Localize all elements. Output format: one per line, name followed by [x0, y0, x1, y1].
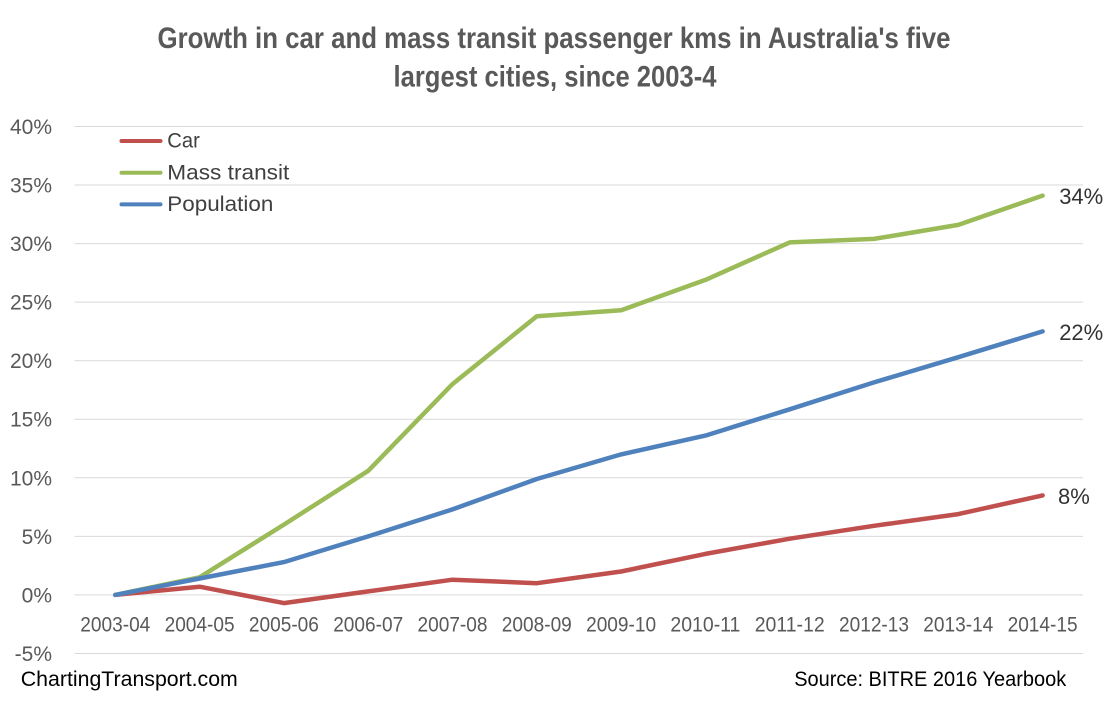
- svg-text:2007-08: 2007-08: [418, 614, 488, 637]
- svg-text:2014-15: 2014-15: [1008, 614, 1078, 637]
- svg-text:20%: 20%: [10, 350, 52, 373]
- svg-text:2003-04: 2003-04: [80, 614, 150, 637]
- svg-text:2006-07: 2006-07: [333, 614, 403, 637]
- svg-text:8%: 8%: [1058, 484, 1090, 509]
- svg-text:22%: 22%: [1059, 320, 1103, 345]
- svg-text:0%: 0%: [22, 584, 52, 607]
- svg-text:Growth in car and mass transit: Growth in car and mass transit passenger…: [158, 22, 951, 55]
- svg-text:10%: 10%: [10, 467, 52, 490]
- svg-text:2010-11: 2010-11: [670, 614, 740, 637]
- svg-text:2011-12: 2011-12: [755, 614, 825, 637]
- svg-text:2009-10: 2009-10: [586, 614, 656, 637]
- svg-text:40%: 40%: [10, 116, 52, 139]
- svg-text:2012-13: 2012-13: [839, 614, 909, 637]
- svg-text:5%: 5%: [22, 526, 52, 549]
- svg-text:ChartingTransport.com: ChartingTransport.com: [21, 668, 238, 691]
- svg-text:-5%: -5%: [15, 643, 52, 666]
- svg-text:25%: 25%: [10, 292, 52, 315]
- svg-text:Source: BITRE 2016 Yearbook: Source: BITRE 2016 Yearbook: [794, 668, 1066, 691]
- svg-text:15%: 15%: [10, 409, 52, 432]
- svg-text:Mass transit: Mass transit: [167, 161, 289, 184]
- svg-text:2013-14: 2013-14: [923, 614, 993, 637]
- svg-text:2005-06: 2005-06: [249, 614, 319, 637]
- svg-text:2008-09: 2008-09: [502, 614, 572, 637]
- svg-text:30%: 30%: [10, 233, 52, 256]
- svg-text:2004-05: 2004-05: [165, 614, 235, 637]
- svg-text:35%: 35%: [10, 175, 52, 198]
- svg-text:34%: 34%: [1059, 184, 1103, 209]
- svg-text:largest cities, since 2003-4: largest cities, since 2003-4: [394, 60, 717, 93]
- svg-text:Population: Population: [167, 193, 273, 216]
- svg-text:Car: Car: [167, 130, 200, 153]
